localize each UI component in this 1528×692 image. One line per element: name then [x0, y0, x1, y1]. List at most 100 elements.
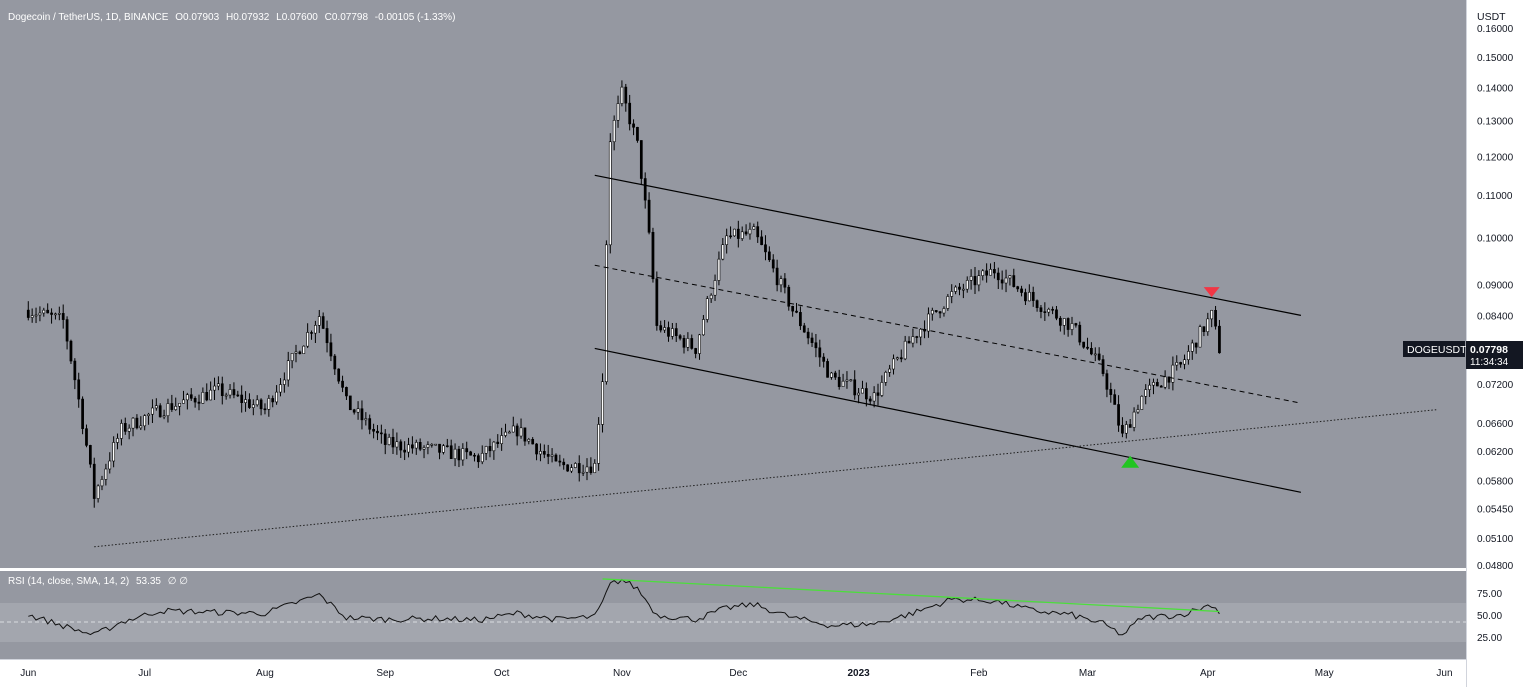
- candle: [434, 443, 438, 446]
- candle: [667, 321, 670, 342]
- candle: [1167, 376, 1171, 390]
- candle: [65, 316, 69, 350]
- candle: [756, 221, 760, 243]
- candle: [1101, 355, 1105, 377]
- candle: [96, 484, 100, 503]
- candle: [981, 269, 985, 281]
- candle: [162, 409, 166, 420]
- candle: [1039, 305, 1043, 319]
- candle: [329, 333, 333, 362]
- candle: [236, 390, 240, 397]
- candle: [1074, 322, 1078, 328]
- candle: [92, 457, 96, 508]
- candle: [531, 437, 535, 445]
- candle: [620, 80, 624, 107]
- candle: [1070, 316, 1074, 336]
- candle: [286, 351, 290, 387]
- last-price-box: [1466, 341, 1523, 369]
- rsi-extra: ∅ ∅: [168, 576, 188, 587]
- candle: [636, 126, 639, 143]
- candle: [628, 94, 632, 131]
- candle: [748, 222, 752, 240]
- candle: [674, 322, 678, 342]
- candle: [1206, 312, 1210, 336]
- price-tick-label: 0.11000: [1477, 191, 1513, 202]
- candle: [240, 385, 244, 413]
- candle: [306, 323, 310, 349]
- price-tag: DOGEUSDT 0.07798 11:34:34: [1403, 341, 1523, 369]
- candle: [1109, 382, 1113, 403]
- candle: [1082, 341, 1086, 349]
- time-tick-label: Apr: [1200, 668, 1216, 679]
- candle: [655, 271, 659, 331]
- candle: [1086, 337, 1089, 350]
- candle: [694, 347, 698, 359]
- candle: [573, 462, 577, 469]
- candle: [1124, 420, 1128, 439]
- candle: [806, 327, 810, 345]
- rsi-line: [28, 578, 1220, 636]
- candle: [500, 427, 504, 451]
- candle: [209, 381, 213, 401]
- candle: [965, 276, 969, 293]
- time-tick-label: Dec: [729, 668, 747, 679]
- candle: [1140, 395, 1144, 410]
- candle: [372, 423, 375, 439]
- candle: [228, 384, 232, 399]
- candle: [1194, 342, 1198, 354]
- candle: [717, 251, 721, 286]
- candle: [892, 354, 895, 375]
- time-tick-label: Mar: [1079, 668, 1097, 679]
- candle: [946, 294, 950, 311]
- candle: [597, 417, 601, 471]
- candle: [34, 307, 38, 324]
- candle: [1155, 378, 1159, 387]
- candle: [348, 395, 352, 411]
- ohlc-legend: Dogecoin / TetherUS, 1D, BINANCE O0.0790…: [8, 12, 455, 23]
- candle: [1148, 378, 1151, 397]
- candle: [605, 240, 608, 385]
- candle: [465, 441, 469, 460]
- candle: [1171, 356, 1175, 391]
- candle: [368, 414, 372, 435]
- candle: [69, 339, 73, 364]
- candle: [259, 398, 263, 416]
- candle: [457, 445, 461, 468]
- candle: [217, 376, 220, 391]
- candle: [430, 443, 434, 448]
- candle: [969, 269, 973, 290]
- candle: [546, 444, 550, 465]
- low-value: 0.07600: [282, 12, 319, 23]
- candle: [100, 475, 104, 491]
- candle: [814, 333, 818, 358]
- candle: [1198, 324, 1202, 348]
- candle: [1062, 318, 1066, 335]
- price-axis-ticks: 0.16000 0.15000 0.14000 0.13000 0.12000 0.110…: [1477, 24, 1514, 644]
- candle: [391, 428, 395, 455]
- candle: [1020, 285, 1023, 297]
- candle: [154, 398, 158, 411]
- price-tick-label: 0.08400: [1477, 311, 1514, 322]
- candle: [779, 275, 783, 293]
- candle: [442, 444, 445, 455]
- candle: [523, 427, 527, 446]
- bar-countdown-text: 11:34:34: [1470, 357, 1509, 368]
- change-value: -0.00105 (-1.33%): [375, 12, 456, 23]
- candle: [899, 349, 903, 363]
- price-tick-label: 0.15000: [1477, 53, 1514, 64]
- candle: [1159, 385, 1163, 388]
- candle: [942, 306, 946, 317]
- candle: [182, 390, 185, 404]
- candle: [927, 307, 930, 338]
- price-tick-label: 0.05100: [1477, 534, 1514, 545]
- candle: [1000, 270, 1004, 290]
- candle: [837, 369, 841, 390]
- candle: [26, 301, 30, 321]
- candle: [112, 436, 116, 468]
- candle: [1058, 316, 1062, 332]
- candle: [954, 285, 957, 295]
- candle: [1210, 309, 1214, 328]
- high-label: H: [226, 12, 233, 23]
